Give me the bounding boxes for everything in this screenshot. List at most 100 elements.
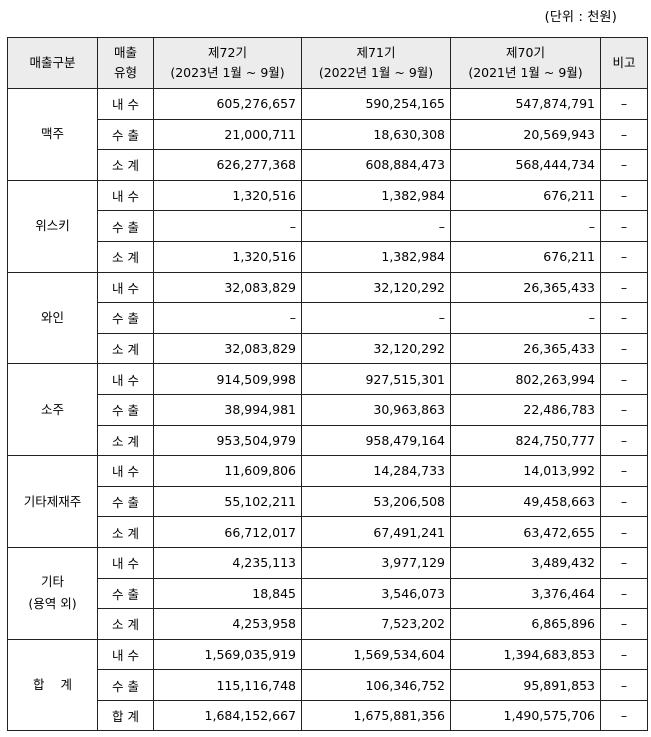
period-71-value: 53,206,508 — [301, 485, 451, 518]
period-70-value: 1,490,575,706 — [450, 699, 601, 732]
sales-type-cell: 내 수 — [97, 455, 154, 487]
period-72-value: 953,504,979 — [153, 424, 302, 457]
note-cell: – — [600, 149, 648, 181]
period-72-value: 1,569,035,919 — [153, 638, 302, 671]
period-70-value: 20,569,943 — [450, 118, 601, 151]
period-71-value: 30,963,863 — [301, 393, 451, 426]
note-cell: – — [600, 699, 648, 732]
category-cell: 소주 — [7, 363, 98, 457]
period-72-value: 4,235,113 — [153, 546, 302, 579]
period-70-value: 676,211 — [450, 179, 601, 212]
period-71-value: 106,346,752 — [301, 669, 451, 701]
table-row: 소 계 4,253,958 7,523,202 6,865,896– — [8, 608, 648, 640]
sales-type-cell: 소 계 — [97, 516, 154, 548]
sales-type-cell: 내 수 — [97, 179, 154, 212]
period-71-value: 608,884,473 — [301, 149, 451, 181]
category-label: 위스키 — [35, 218, 70, 234]
note-cell: – — [600, 546, 648, 579]
sales-type-cell: 내 수 — [97, 546, 154, 579]
period-71-value: 14,284,733 — [301, 455, 451, 487]
note-cell: – — [600, 577, 648, 610]
period-70-value: 802,263,994 — [450, 363, 601, 395]
sales-type-cell: 합 계 — [97, 699, 154, 732]
note-cell: – — [600, 118, 648, 151]
table-body: 맥주 내 수 605,276,657 590,254,165 547,874,791– 수… — [7, 88, 648, 732]
period-70-value: – — [450, 302, 601, 334]
period-71-value: 67,491,241 — [301, 516, 451, 548]
period-70-value: 547,874,791 — [450, 88, 601, 120]
period-71-value: 1,382,984 — [301, 179, 451, 212]
header-category: 매출구분 — [7, 37, 98, 89]
period-71-value: 18,630,308 — [301, 118, 451, 151]
category-label: 맥주 — [40, 126, 64, 142]
period-71-value: 32,120,292 — [301, 271, 451, 304]
note-cell: – — [600, 363, 648, 395]
period-70-value: 6,865,896 — [450, 608, 601, 640]
sales-type-cell: 수 출 — [97, 118, 154, 151]
table-row: 소 계 32,083,829 32,120,292 26,365,433– — [8, 332, 648, 365]
header-period-71-title: 제71기 — [356, 45, 396, 60]
period-71-value: 958,479,164 — [301, 424, 451, 457]
header-type: 매출 유형 — [97, 37, 154, 89]
sales-type-cell: 수 출 — [97, 210, 154, 242]
period-71-value: 1,569,534,604 — [301, 638, 451, 671]
table-row: 소 계 953,504,979 958,479,164 824,750,777– — [8, 424, 648, 457]
period-71-value: 32,120,292 — [301, 332, 451, 365]
note-cell: – — [600, 179, 648, 212]
period-71-value: 7,523,202 — [301, 608, 451, 640]
period-72-value: 914,509,998 — [153, 363, 302, 395]
period-71-value: 1,382,984 — [301, 240, 451, 273]
table-row: 합 계 1,684,152,667 1,675,881,356 1,490,575,7… — [8, 699, 648, 732]
period-70-value: 3,489,432 — [450, 546, 601, 579]
period-70-value: 26,365,433 — [450, 332, 601, 365]
period-71-value: – — [301, 210, 451, 242]
period-70-value: 568,444,734 — [450, 149, 601, 181]
table-header-row: 매출구분 매출 유형 제72기 (2023년 1월 ~ 9월) 제71기 (20… — [7, 37, 648, 89]
note-cell: – — [600, 638, 648, 671]
period-70-value: 49,458,663 — [450, 485, 601, 518]
sales-type-cell: 소 계 — [97, 608, 154, 640]
sales-type-cell: 내 수 — [97, 638, 154, 671]
period-72-value: 605,276,657 — [153, 88, 302, 120]
sales-type-cell: 소 계 — [97, 332, 154, 365]
table-row: 수 출 55,102,211 53,206,508 49,458,663– — [8, 485, 648, 518]
table-row: 맥주 내 수 605,276,657 590,254,165 547,874,791– — [7, 88, 648, 181]
note-cell: – — [600, 88, 648, 120]
header-period-71-range: (2022년 1월 ~ 9월) — [318, 65, 434, 80]
header-period-72: 제72기 (2023년 1월 ~ 9월) — [153, 37, 302, 89]
table-row: 소 계 1,320,516 1,382,984 676,211– — [8, 240, 648, 273]
period-70-value: 14,013,992 — [450, 455, 601, 487]
table-row: 와인 내 수 32,083,829 32,120,292 26,365,433– — [7, 271, 648, 365]
period-72-value: 21,000,711 — [153, 118, 302, 151]
period-72-value: 1,684,152,667 — [153, 699, 302, 732]
note-cell: – — [600, 455, 648, 487]
period-72-value: 1,320,516 — [153, 240, 302, 273]
header-type-line1: 매출 — [113, 45, 137, 60]
table-row: 수 출 18,845 3,546,073 3,376,464– — [8, 577, 648, 610]
period-71-value: 3,977,129 — [301, 546, 451, 579]
note-cell: – — [600, 240, 648, 273]
period-70-value: 95,891,853 — [450, 669, 601, 701]
sales-type-cell: 소 계 — [97, 149, 154, 181]
period-72-value: – — [153, 302, 302, 334]
period-72-value: 626,277,368 — [153, 149, 302, 181]
note-cell: – — [600, 302, 648, 334]
category-label: 기타제재주 — [23, 493, 82, 509]
unit-label: (단위 : 천원) — [544, 10, 617, 25]
note-cell: – — [600, 332, 648, 365]
category-cell: 기타 (용역 외) — [7, 546, 98, 640]
note-cell: – — [600, 516, 648, 548]
note-cell: – — [600, 424, 648, 457]
header-type-line2: 유형 — [113, 65, 137, 80]
sales-type-cell: 수 출 — [97, 485, 154, 518]
category-cell: 기타제재주 — [7, 455, 98, 548]
period-72-value: 115,116,748 — [153, 669, 302, 701]
period-72-value: 11,609,806 — [153, 455, 302, 487]
period-72-value: – — [153, 210, 302, 242]
table-row: 수 출 38,994,981 30,963,863 22,486,783– — [8, 393, 648, 426]
period-71-value: 1,675,881,356 — [301, 699, 451, 732]
sales-type-cell: 소 계 — [97, 424, 154, 457]
period-70-value: 824,750,777 — [450, 424, 601, 457]
period-70-value: 22,486,783 — [450, 393, 601, 426]
period-71-value: 590,254,165 — [301, 88, 451, 120]
